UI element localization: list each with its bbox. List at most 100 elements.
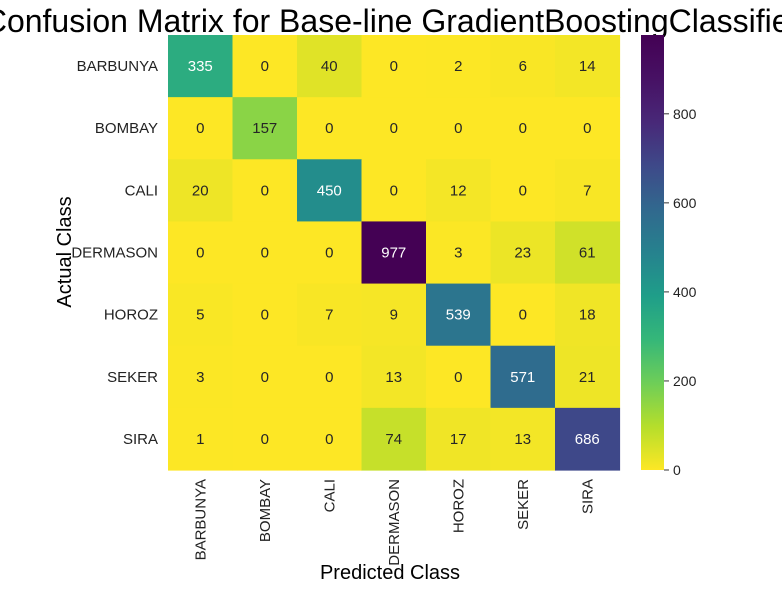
heatmap-cell [297, 407, 363, 471]
cell-value-label: 13 [385, 369, 402, 386]
cell-value-label: 21 [579, 369, 596, 386]
y-axis-label: Actual Class [54, 196, 76, 307]
y-tick-label: BARBUNYA [77, 58, 158, 75]
heatmap-cell [426, 221, 492, 285]
cell-value-label: 0 [519, 120, 527, 137]
heatmap-cell [361, 283, 427, 347]
heatmap-cell [168, 97, 234, 160]
colorbar-tick-label: 200 [673, 373, 697, 389]
cell-value-label: 13 [514, 431, 531, 448]
cell-value-label: 9 [390, 307, 398, 324]
heatmap-cell [555, 283, 621, 347]
heatmap-cells: 335 0 40 0 2 6 140 157 0 0 0 0 020 0 450 0 12 0 70 0 0 977 3 23… [168, 35, 621, 471]
cell-value-label: 0 [325, 369, 333, 386]
colorbar-tick-label: 600 [673, 195, 697, 211]
heatmap-cell [232, 159, 298, 223]
heatmap-cell [168, 221, 234, 285]
cell-value-label: 0 [196, 120, 204, 137]
heatmap-cell [490, 345, 556, 409]
y-tick-label: CALI [125, 182, 158, 199]
cell-value-label: 61 [579, 245, 596, 262]
cell-value-label: 0 [583, 120, 591, 137]
cell-value-label: 686 [575, 431, 600, 448]
heatmap-cell [361, 159, 427, 223]
cell-value-label: 0 [390, 182, 398, 199]
cell-value-label: 450 [317, 182, 342, 199]
heatmap-cell [426, 407, 492, 471]
cell-value-label: 6 [519, 58, 527, 75]
heatmap-cell [426, 35, 492, 98]
heatmap-cell [232, 97, 298, 160]
x-tick-labels: BARBUNYA BOMBAY CALI DERMASON HOROZ SEKER SIRA [192, 479, 596, 566]
heatmap-cell [297, 97, 363, 160]
y-tick-labels: BARBUNYA BOMBAY CALI DERMASON HOROZ SEKER SIRA [71, 58, 158, 448]
heatmap-cell [555, 97, 621, 160]
x-tick-label: BOMBAY [257, 479, 274, 542]
cell-value-label: 17 [450, 431, 467, 448]
heatmap-cell [232, 407, 298, 471]
heatmap-cell [297, 35, 363, 98]
heatmap-cell [297, 221, 363, 285]
heatmap-cell [361, 407, 427, 471]
cell-value-label: 0 [325, 431, 333, 448]
cell-value-label: 0 [261, 307, 269, 324]
cell-value-label: 0 [261, 58, 269, 75]
heatmap-cell [361, 345, 427, 409]
y-tick-label: SIRA [123, 431, 158, 448]
colorbar-tick-label: 400 [673, 284, 697, 300]
cell-value-label: 74 [385, 431, 402, 448]
cell-value-label: 335 [188, 58, 213, 75]
cell-value-label: 571 [510, 369, 535, 386]
x-tick-label: SEKER [515, 479, 532, 530]
cell-value-label: 977 [381, 245, 406, 262]
heatmap-cell [297, 283, 363, 347]
heatmap-cell [168, 345, 234, 409]
heatmap-cell [168, 35, 234, 98]
cell-value-label: 539 [446, 307, 471, 324]
cell-value-label: 18 [579, 307, 596, 324]
heatmap-cell [232, 283, 298, 347]
cell-value-label: 12 [450, 182, 467, 199]
heatmap-cell [490, 283, 556, 347]
heatmap-cell [426, 283, 492, 347]
y-tick-label: SEKER [107, 369, 158, 386]
cell-value-label: 2 [454, 58, 462, 75]
y-tick-label: DERMASON [71, 245, 158, 262]
heatmap-cell [555, 407, 621, 471]
cell-value-label: 1 [196, 431, 204, 448]
heatmap-cell [168, 159, 234, 223]
colorbar-tick-label: 0 [673, 462, 681, 478]
heatmap-cell [555, 159, 621, 223]
heatmap-cell [361, 35, 427, 98]
cell-value-label: 0 [519, 182, 527, 199]
x-tick-label: BARBUNYA [192, 479, 209, 560]
heatmap-cell [361, 221, 427, 285]
heatmap-cell [426, 159, 492, 223]
cell-value-label: 7 [325, 307, 333, 324]
x-axis-label: Predicted Class [320, 562, 460, 584]
heatmap-cell [490, 35, 556, 98]
cell-value-label: 0 [390, 120, 398, 137]
cell-value-label: 0 [325, 120, 333, 137]
heatmap-cell [555, 35, 621, 98]
y-tick-label: HOROZ [104, 307, 158, 324]
colorbar-ticks: 0 200 400 600 800 [664, 106, 697, 478]
colorbar-tick-label: 800 [673, 106, 697, 122]
colorbar: 0 200 400 600 800 [641, 35, 697, 478]
cell-value-label: 14 [579, 58, 596, 75]
colorbar-gradient [641, 35, 664, 470]
heatmap-cell [168, 283, 234, 347]
cell-value-label: 0 [261, 245, 269, 262]
heatmap-cell [232, 221, 298, 285]
heatmap-cell [426, 97, 492, 160]
heatmap-cell [232, 345, 298, 409]
cell-value-label: 3 [196, 369, 204, 386]
cell-value-label: 0 [196, 245, 204, 262]
heatmap-cell [232, 35, 298, 98]
x-tick-label: HOROZ [450, 479, 467, 533]
cell-value-label: 0 [261, 182, 269, 199]
cell-value-label: 0 [390, 58, 398, 75]
x-tick-label: DERMASON [386, 479, 403, 566]
heatmap-cell [490, 221, 556, 285]
